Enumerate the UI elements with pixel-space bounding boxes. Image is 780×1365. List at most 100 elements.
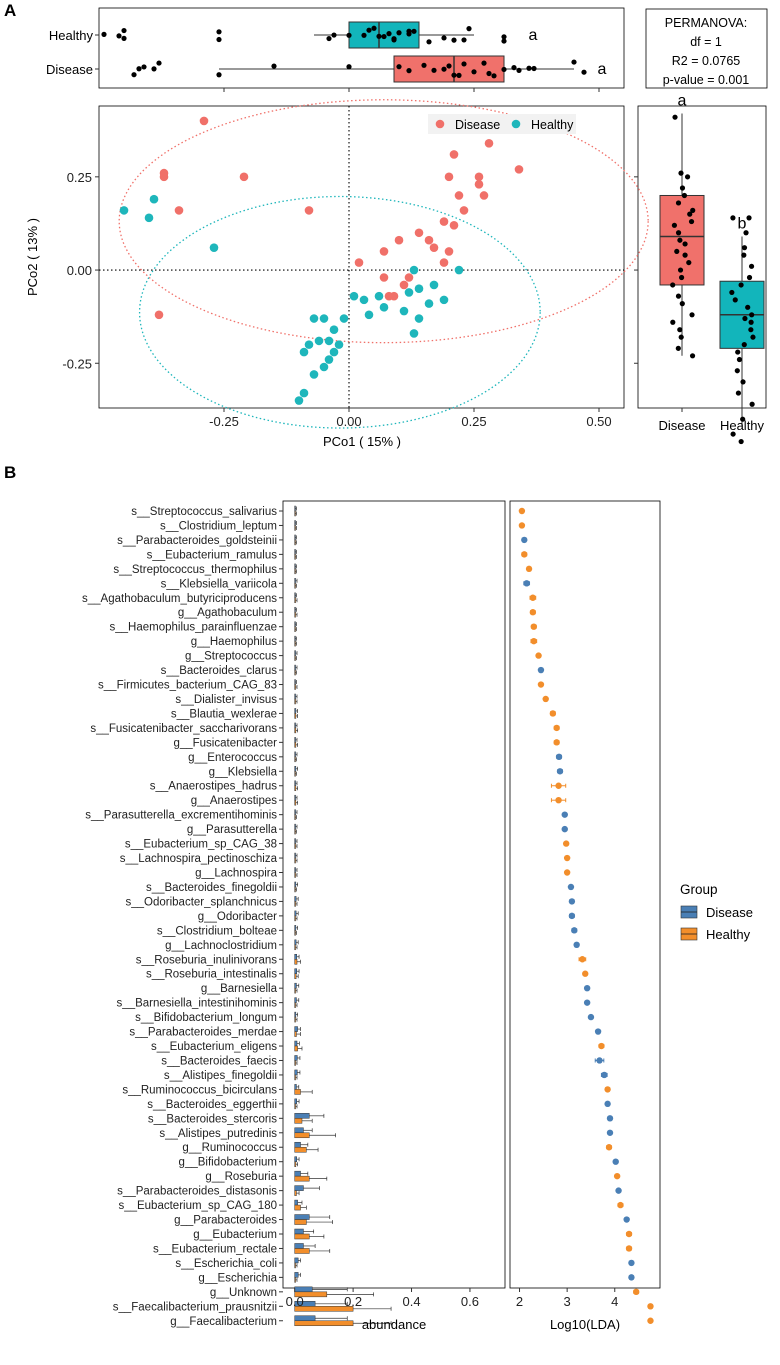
lda-point-disease (628, 1274, 635, 1281)
jitter-point (151, 66, 157, 72)
point-healthy (309, 314, 319, 323)
jitter-point (746, 274, 753, 281)
lda-point-healthy (529, 609, 537, 616)
bar-disease (294, 1228, 304, 1235)
jitter-point (456, 72, 462, 78)
bar-disease (294, 954, 297, 960)
bar-disease (294, 766, 297, 772)
permanova-title: PERMANOVA: (665, 16, 747, 30)
lda-point-healthy (647, 1317, 654, 1324)
bar-healthy (294, 713, 297, 719)
bar-disease (294, 1214, 310, 1220)
taxon-label: s__Alistipes_putredinis (159, 1128, 277, 1140)
lda-point-healthy (598, 1042, 605, 1050)
jitter-point (674, 248, 680, 255)
lda-point-disease (583, 984, 591, 992)
jitter-point (735, 390, 742, 396)
jitter-point (749, 312, 755, 318)
lda-point-healthy (582, 970, 589, 977)
pco1-box-frame (98, 7, 625, 89)
taxon-label: s__Bacteroides_finegoldii (146, 882, 277, 894)
point-disease (199, 116, 209, 126)
jitter-point (689, 353, 696, 359)
pco2-box-frame (637, 105, 767, 409)
jitter-point (501, 38, 507, 44)
jitter-point (386, 31, 392, 37)
jitter-point (346, 64, 352, 70)
lda-point-healthy (647, 1303, 654, 1310)
box-disease (393, 55, 505, 83)
taxon-label: g__Klebsiella (209, 766, 278, 778)
permanova-pvalue: p-value = 0.001 (663, 73, 750, 87)
point-healthy (309, 370, 319, 379)
jitter-point (672, 114, 678, 120)
jitter-point (216, 72, 222, 78)
taxon-label: g__Lachnospira (195, 868, 277, 880)
jitter-point (421, 62, 427, 68)
lda-point-disease (521, 536, 528, 544)
bar-disease (294, 1113, 310, 1119)
bar-healthy (294, 915, 296, 922)
jitter-point (748, 319, 754, 325)
point-healthy (299, 388, 309, 398)
point-healthy (209, 243, 219, 252)
point-healthy (144, 213, 154, 223)
lda-point-healthy (562, 840, 570, 847)
lda-point-healthy (530, 637, 538, 645)
jitter-point (141, 64, 147, 70)
bar-disease (294, 809, 296, 815)
legend-title: Group (680, 882, 718, 897)
y-axis-title: PCo2 ( 13% ) (25, 218, 40, 296)
lda-point-disease (568, 898, 576, 905)
taxon-label: s__Bacteroides_clarus (161, 665, 278, 677)
taxon-label: s__Bacteroides_eggerthii (147, 1099, 277, 1111)
x-tick-label: 0.50 (586, 414, 611, 429)
point-disease (174, 206, 184, 215)
jitter-point (346, 32, 352, 38)
bar-healthy (294, 1016, 296, 1023)
taxon-label: s__Barnesiella_intestinihominis (117, 998, 278, 1010)
jitter-point (671, 222, 678, 228)
lda-point-healthy (555, 782, 562, 789)
jitter-point (675, 345, 681, 351)
bar-disease (294, 1170, 301, 1177)
jitter-point (531, 65, 537, 72)
taxon-label: s__Lachnospira_pectinoschiza (120, 853, 278, 865)
bar-disease (294, 794, 296, 801)
lda-point-healthy (555, 797, 562, 804)
point-healthy (349, 291, 359, 301)
x-tick-label: 4 (611, 1294, 618, 1309)
jitter-point (131, 72, 137, 78)
jitter-point (675, 200, 682, 206)
jitter-point (678, 170, 684, 176)
bar-healthy (294, 1204, 301, 1211)
jitter-point (729, 289, 735, 296)
bar-healthy (294, 901, 296, 907)
taxon-label: g__Faecalibacterium (170, 1316, 277, 1328)
bar-healthy (294, 727, 297, 734)
jitter-point (381, 33, 387, 40)
point-disease (159, 172, 169, 182)
bar-healthy (294, 611, 296, 618)
bar-healthy (294, 1146, 307, 1153)
jitter-point (501, 66, 507, 73)
lda-point-disease (604, 1100, 611, 1108)
bar-healthy (294, 973, 297, 979)
point-disease (484, 138, 494, 148)
lda-point-healthy (563, 869, 571, 876)
taxon-label: s__Eubacterium_sp_CAG_38 (125, 839, 277, 851)
taxon-label: g__Haemophilus (191, 636, 278, 648)
bar-disease (294, 1084, 297, 1090)
taxon-label: g__Enterococcus (188, 752, 277, 764)
point-healthy (424, 299, 434, 308)
taxon-label: g__Parabacteroides (174, 1215, 277, 1227)
bar-disease (294, 925, 297, 931)
taxon-label: s__Roseburia_intestinalis (146, 969, 277, 981)
lda-point-healthy (553, 724, 560, 732)
taxon-label: s__Odoribacter_splanchnicus (125, 896, 277, 908)
bar-disease (294, 1272, 299, 1278)
jitter-point (406, 28, 412, 34)
bar-disease (294, 867, 296, 873)
bar-disease (294, 939, 297, 946)
